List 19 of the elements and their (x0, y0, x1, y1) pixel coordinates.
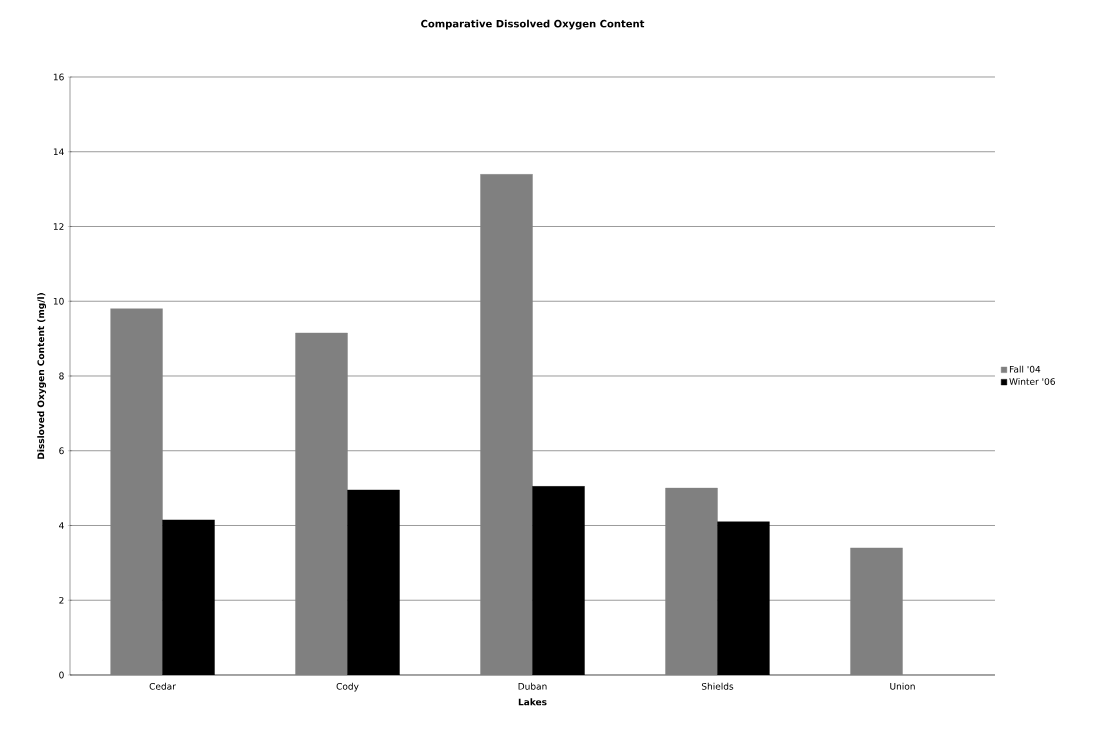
x-tick-label: Duban (518, 682, 547, 690)
x-tick-label: Shields (701, 682, 734, 690)
y-tick-label: 0 (59, 671, 64, 679)
y-axis-title: Dissloved Oxygen Content (mg/l) (37, 293, 47, 459)
y-tick-label: 14 (53, 148, 64, 156)
y-tick-label: 8 (59, 372, 64, 380)
x-tick-label: Union (890, 682, 915, 690)
y-tick-label: 16 (53, 73, 64, 81)
y-tick-label: 6 (59, 447, 64, 455)
legend-label: Fall '04 (1009, 365, 1041, 373)
x-tick-label: Cody (336, 682, 359, 692)
x-tick-label: Cedar (149, 682, 176, 690)
y-tick-label: 10 (53, 297, 64, 305)
legend-label: Winter '06 (1009, 377, 1055, 385)
chart-title: Comparative Dissolved Oxygen Content (421, 19, 645, 30)
x-axis-title: Lakes (518, 698, 547, 706)
y-tick-label: 2 (59, 596, 64, 604)
y-tick-label: 12 (53, 223, 64, 230)
y-tick-label: 4 (59, 522, 64, 529)
